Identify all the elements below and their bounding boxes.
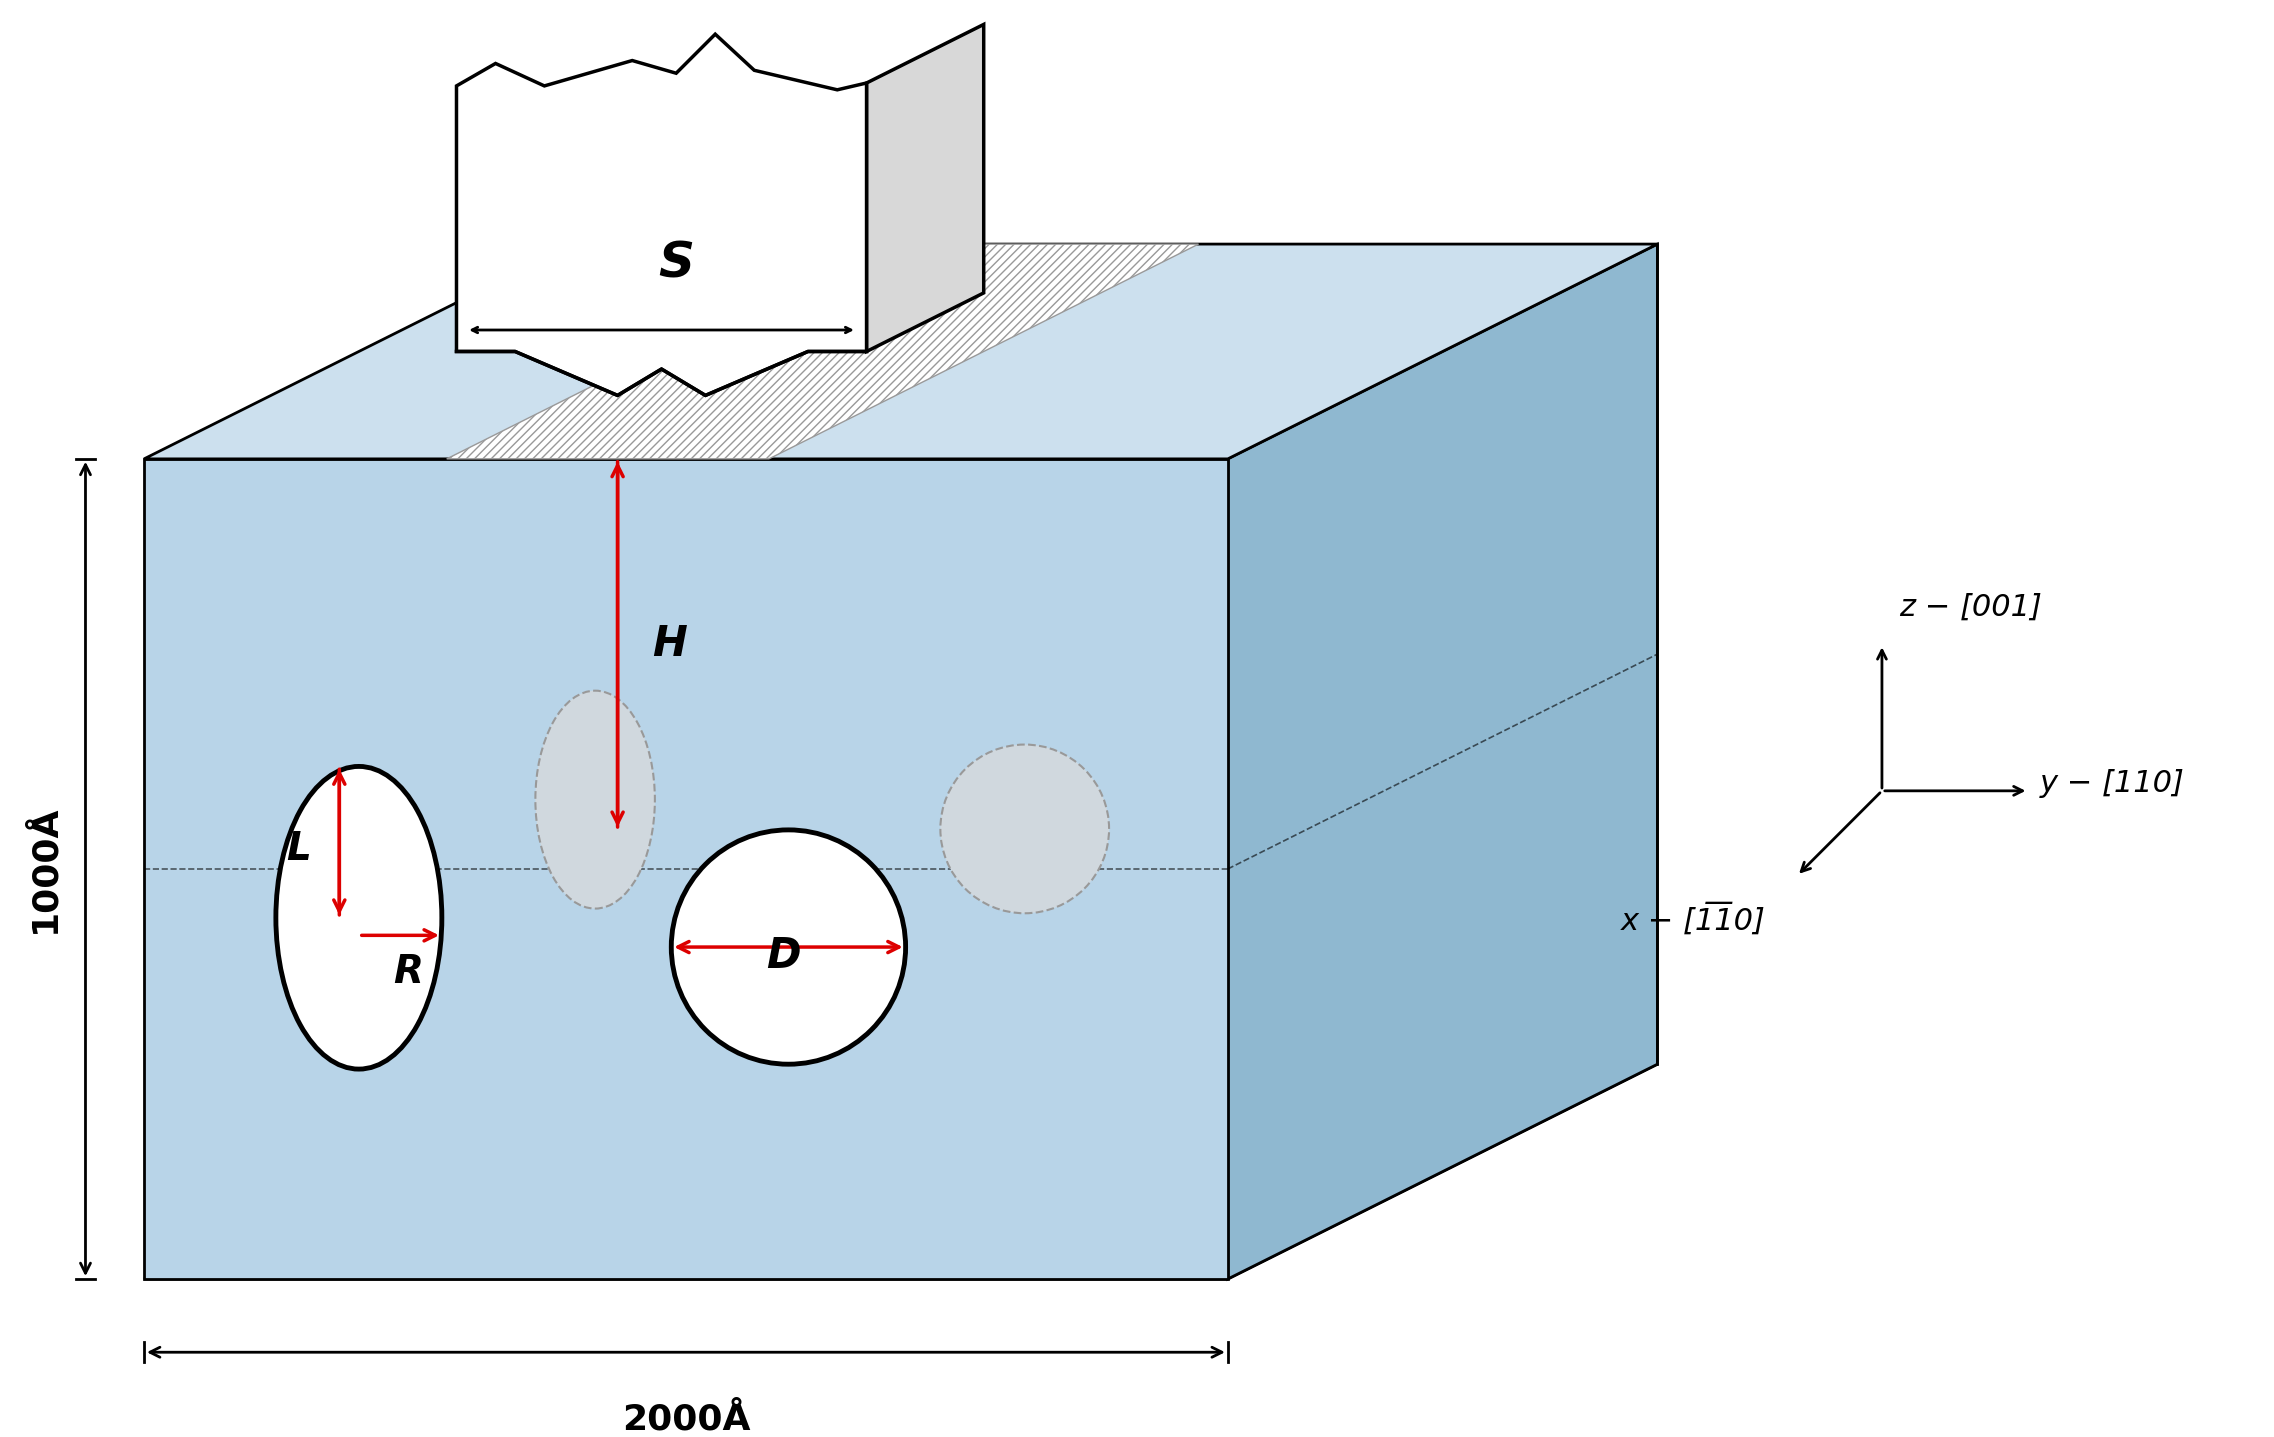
Text: R: R bbox=[393, 953, 423, 992]
Polygon shape bbox=[457, 34, 866, 395]
Polygon shape bbox=[143, 244, 1658, 458]
Ellipse shape bbox=[275, 766, 441, 1069]
Polygon shape bbox=[143, 458, 1228, 1279]
Text: 2000Å: 2000Å bbox=[621, 1403, 750, 1437]
Text: D: D bbox=[766, 935, 800, 977]
Ellipse shape bbox=[941, 744, 1110, 914]
Text: L: L bbox=[287, 831, 312, 868]
Polygon shape bbox=[573, 244, 1658, 1065]
Polygon shape bbox=[866, 24, 985, 352]
Text: S: S bbox=[657, 240, 694, 287]
Ellipse shape bbox=[671, 831, 905, 1065]
Polygon shape bbox=[1228, 244, 1658, 1279]
Text: 1000Å: 1000Å bbox=[27, 805, 61, 933]
Text: z − [001]: z − [001] bbox=[1899, 593, 2042, 622]
Text: y − [110]: y − [110] bbox=[2040, 769, 2185, 798]
Ellipse shape bbox=[534, 691, 655, 908]
Polygon shape bbox=[446, 244, 1198, 458]
Text: x − [1͞10]: x − [1͞10] bbox=[1621, 904, 1767, 935]
Text: H: H bbox=[653, 624, 687, 665]
Polygon shape bbox=[143, 1065, 1658, 1279]
